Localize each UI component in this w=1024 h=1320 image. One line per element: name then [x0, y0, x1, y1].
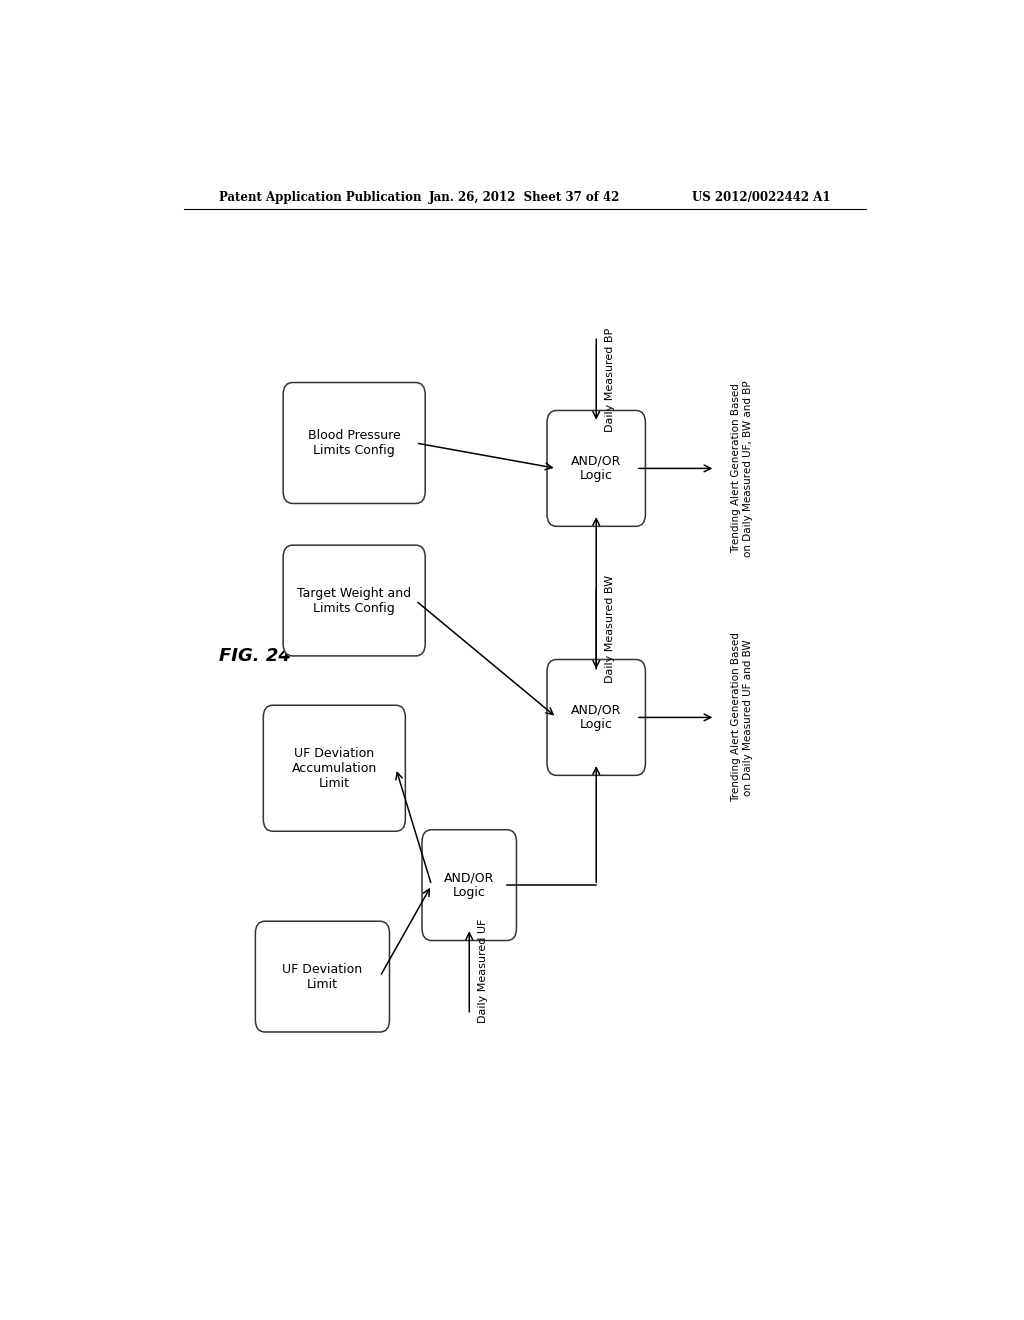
Text: AND/OR
Logic: AND/OR Logic: [571, 454, 622, 482]
FancyBboxPatch shape: [263, 705, 406, 832]
Text: Patent Application Publication: Patent Application Publication: [219, 190, 422, 203]
FancyBboxPatch shape: [547, 411, 645, 527]
FancyBboxPatch shape: [547, 660, 645, 775]
Text: US 2012/0022442 A1: US 2012/0022442 A1: [692, 190, 830, 203]
FancyBboxPatch shape: [422, 830, 516, 941]
FancyBboxPatch shape: [255, 921, 389, 1032]
Text: Daily Measured UF: Daily Measured UF: [478, 919, 488, 1023]
Text: Jan. 26, 2012  Sheet 37 of 42: Jan. 26, 2012 Sheet 37 of 42: [429, 190, 621, 203]
Text: AND/OR
Logic: AND/OR Logic: [571, 704, 622, 731]
FancyBboxPatch shape: [284, 383, 425, 503]
Text: Daily Measured BW: Daily Measured BW: [605, 576, 615, 682]
FancyBboxPatch shape: [284, 545, 425, 656]
Text: UF Deviation
Accumulation
Limit: UF Deviation Accumulation Limit: [292, 747, 377, 789]
Text: FIG. 24: FIG. 24: [219, 647, 291, 665]
Text: Trending Alert Generation Based
on Daily Measured UF and BW: Trending Alert Generation Based on Daily…: [731, 632, 753, 803]
Text: Trending Alert Generation Based
on Daily Measured UF, BW and BP: Trending Alert Generation Based on Daily…: [731, 380, 753, 557]
Text: AND/OR
Logic: AND/OR Logic: [444, 871, 495, 899]
Text: UF Deviation
Limit: UF Deviation Limit: [283, 962, 362, 990]
Text: Daily Measured BP: Daily Measured BP: [605, 327, 615, 432]
Text: Target Weight and
Limits Config: Target Weight and Limits Config: [297, 586, 412, 615]
Text: Blood Pressure
Limits Config: Blood Pressure Limits Config: [308, 429, 400, 457]
